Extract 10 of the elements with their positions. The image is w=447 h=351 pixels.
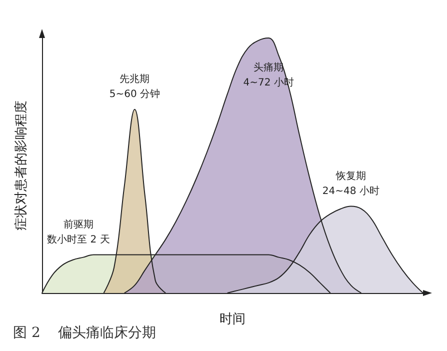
text: 图 2 偏头痛临床分期 [13,325,156,341]
annotation: 数小时至 2 天 [47,233,110,246]
annotation: 先兆期 [120,72,150,85]
annotation: 头痛期 [254,62,284,74]
x-axis-title: 时间 [220,312,246,327]
y-axis-title: 症状对患者的影响程度 [13,100,29,230]
annotation: 前驱期 [63,218,94,230]
annotation: 5~60 分钟 [109,88,160,100]
annotation: 24~48 小时 [322,184,380,197]
annotation: 恢复期 [334,170,366,182]
